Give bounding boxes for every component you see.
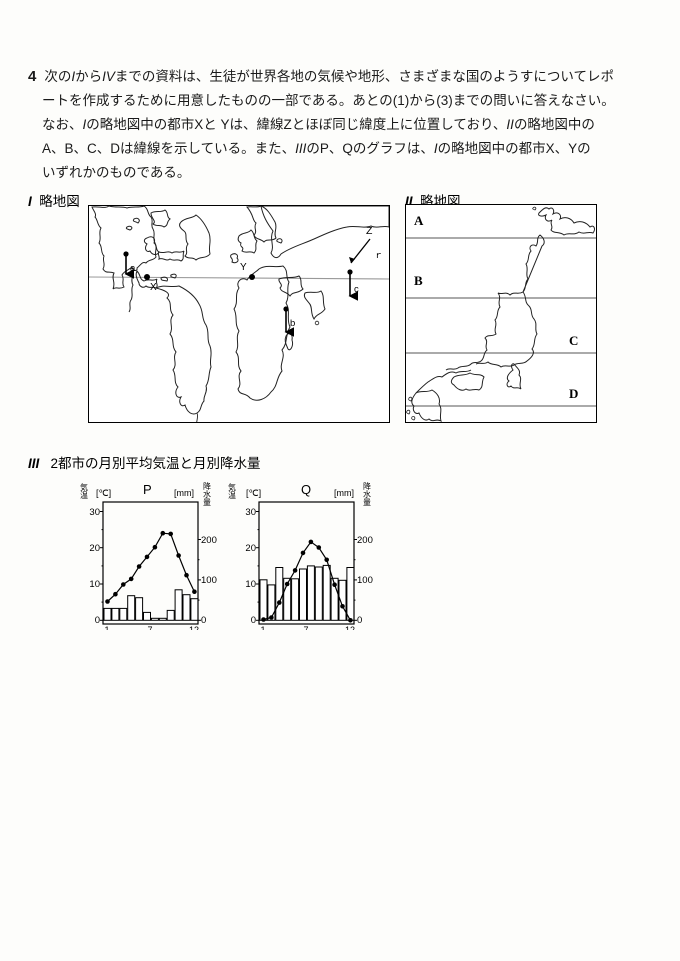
svg-text:30: 30	[89, 507, 100, 518]
svg-text:ｒ: ｒ	[374, 250, 383, 260]
svg-text:30: 30	[245, 507, 256, 518]
svg-text:7: 7	[147, 625, 152, 630]
svg-text:10: 10	[245, 579, 256, 590]
svg-text:D: D	[569, 386, 578, 401]
svg-text:Z: Z	[366, 225, 373, 237]
svg-text:[mm]: [mm]	[334, 488, 354, 498]
svg-text:b: b	[290, 318, 295, 329]
svg-text:温: 温	[80, 491, 88, 500]
svg-text:12: 12	[189, 625, 199, 630]
svg-text:1: 1	[260, 625, 265, 630]
svg-text:X: X	[150, 282, 157, 293]
svg-text:1: 1	[104, 625, 109, 630]
svg-text:A: A	[414, 213, 424, 228]
svg-text:20: 20	[89, 543, 100, 554]
svg-text:Q: Q	[301, 482, 311, 497]
svg-text:7: 7	[303, 625, 308, 630]
svg-text:量: 量	[203, 498, 211, 507]
svg-text:100: 100	[357, 575, 373, 586]
svg-text:Y: Y	[240, 262, 247, 273]
svg-text:100: 100	[201, 575, 217, 586]
svg-text:P: P	[143, 482, 152, 497]
svg-text:B: B	[414, 273, 423, 288]
svg-text:0: 0	[357, 615, 362, 626]
svg-text:200: 200	[201, 535, 217, 546]
svg-text:[℃]: [℃]	[96, 488, 111, 498]
svg-text:20: 20	[245, 543, 256, 554]
svg-text:c: c	[354, 284, 359, 295]
svg-text:温: 温	[228, 491, 236, 500]
svg-text:200: 200	[357, 535, 373, 546]
svg-text:[℃]: [℃]	[246, 488, 261, 498]
svg-text:量: 量	[363, 498, 371, 507]
svg-text:a: a	[130, 263, 136, 274]
svg-text:C: C	[569, 333, 578, 348]
svg-text:12: 12	[345, 625, 355, 630]
svg-text:0: 0	[251, 615, 256, 626]
svg-text:0: 0	[95, 615, 100, 626]
svg-text:10: 10	[89, 579, 100, 590]
svg-text:0: 0	[201, 615, 206, 626]
svg-text:[mm]: [mm]	[174, 488, 194, 498]
